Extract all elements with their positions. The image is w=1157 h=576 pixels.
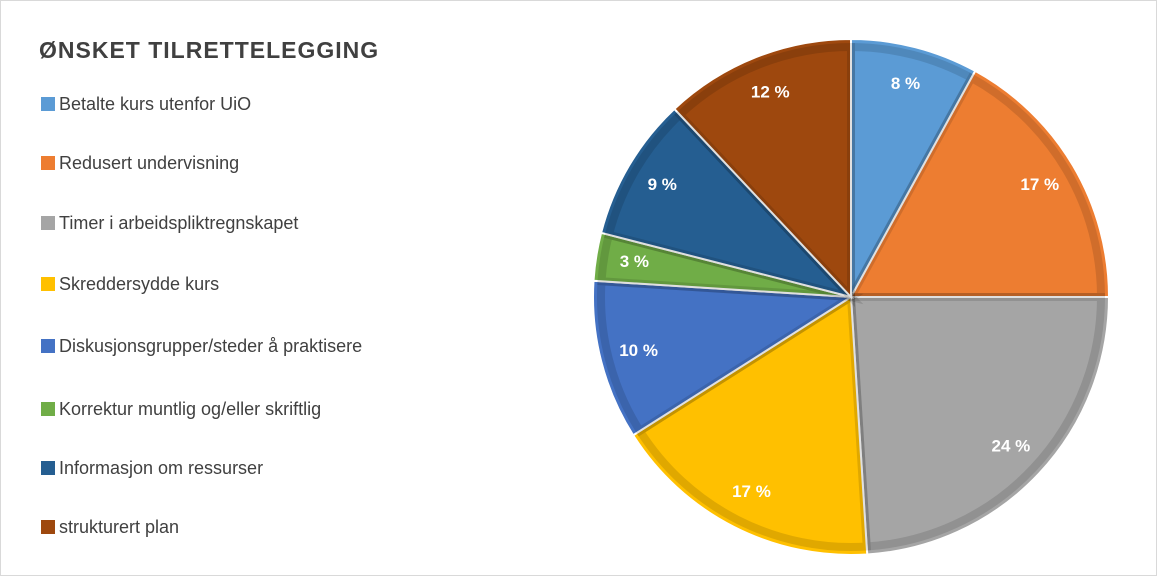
legend-swatch [41,402,55,416]
pie-slice [850,37,977,298]
legend-item: Betalte kurs utenfor UiO [41,93,397,116]
pie-slice [631,295,869,556]
legend-item: Korrektur muntlig og/eller skriftlig [41,398,397,421]
pie-slice [849,69,1111,298]
legend-label: Informasjon om ressurser [59,458,264,478]
slice-edge [634,289,871,551]
data-label: 3 % [620,252,649,271]
legend-label: Korrektur muntlig og/eller skriftlig [59,399,322,419]
legend-item: Redusert undervisning [41,152,397,175]
slice-edge [847,42,977,299]
legend-label: Betalte kurs utenfor UiO [59,94,252,114]
legend-label: Skreddersydde kurs [59,274,220,294]
legend-swatch [41,216,55,230]
legend-swatch [41,520,55,534]
legend-item: Informasjon om ressurser [41,457,397,480]
data-label: 17 % [1020,175,1059,194]
legend-label: Timer i arbeidspliktregnskapet [59,213,299,233]
legend-swatch [41,97,55,111]
slice-edge [603,109,864,305]
legend-swatch [41,156,55,170]
data-label: 24 % [991,437,1030,456]
legend-item: Timer i arbeidspliktregnskapet [41,212,397,235]
pie-slice [849,296,1111,556]
legend-label: Redusert undervisning [59,153,240,173]
data-label: 12 % [751,83,790,102]
chart-title: ØNSKET TILRETTELEGGING [39,37,380,63]
slice-edge [846,293,1106,551]
legend-item: Skreddersydde kurs [41,273,397,296]
legend-label: Diskusjonsgrupper/steder å praktisere [59,336,363,356]
legend-label: strukturert plan [59,517,180,537]
pie-slice [592,279,855,437]
legend-swatch [41,339,55,353]
legend-swatch [41,277,55,291]
legend-item: strukturert plan [41,516,397,539]
data-label: 10 % [619,341,658,360]
slice-edge [597,277,864,437]
legend-item: Diskusjonsgrupper/steder å praktisere [41,335,397,358]
slice-edge [844,72,1106,301]
data-label: 17 % [732,482,771,501]
data-label: 9 % [648,175,677,194]
slice-edge [674,42,855,308]
legend-swatch [41,461,55,475]
data-label: 8 % [891,74,920,93]
pie-slice [672,37,852,300]
pie-slice [599,107,855,299]
